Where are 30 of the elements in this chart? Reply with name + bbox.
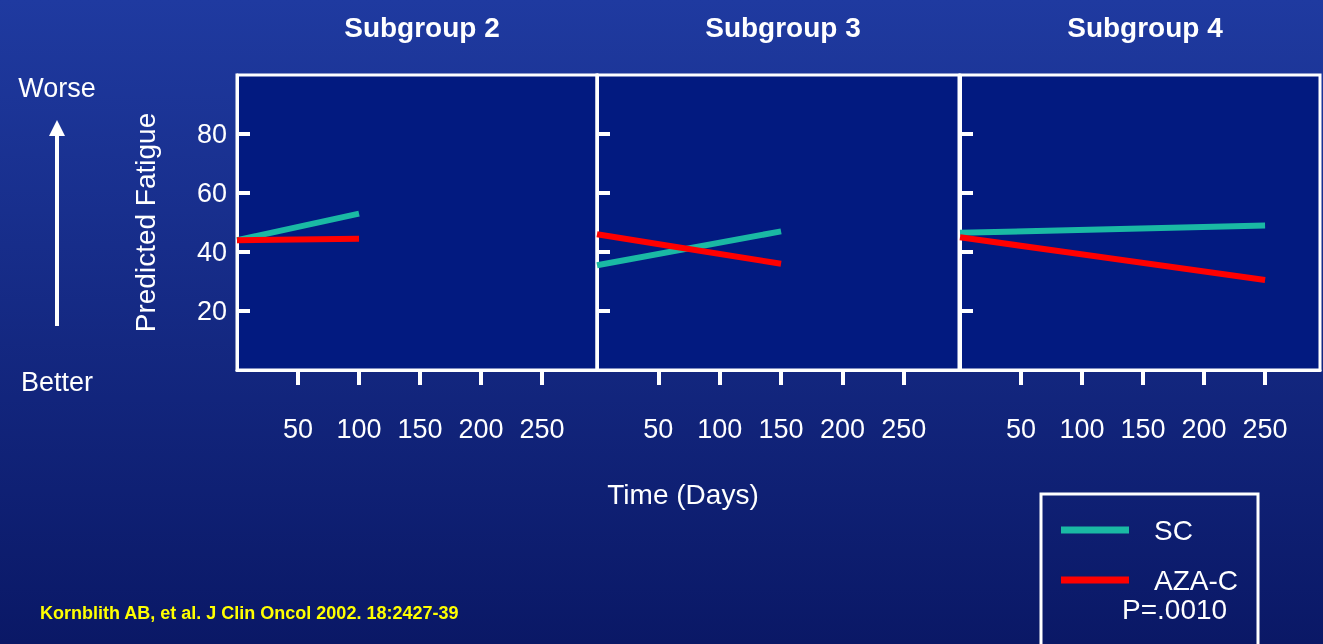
text: P=.0010	[1122, 593, 1228, 625]
x-tick-label: 150	[397, 413, 443, 444]
x-tick-label: 50	[643, 413, 674, 444]
x-tick-label: 200	[819, 413, 865, 444]
x-tick-label: 250	[1242, 413, 1288, 444]
x-tick-label: 200	[1181, 413, 1227, 444]
text: Worse	[18, 72, 96, 103]
chart-title: Subgroup 2	[344, 11, 500, 43]
x-tick-label: 100	[336, 413, 382, 444]
y-tick-label: 80	[196, 119, 227, 149]
y-axis-title: Predicted Fatigue	[129, 112, 161, 333]
y-tick-label: 60	[196, 178, 227, 208]
legend-label: AZA-C	[1154, 564, 1238, 596]
x-tick-label: 150	[758, 413, 804, 444]
text: Better	[20, 366, 94, 397]
x-tick-label: 200	[458, 413, 504, 444]
y-tick-label: 40	[196, 237, 227, 267]
x-tick-label: 250	[881, 413, 927, 444]
legend-label: SC	[1154, 514, 1193, 546]
chart-title: Subgroup 4	[1067, 11, 1224, 43]
text: Kornblith AB, et al. J Clin Oncol 2002. 18:2427-39	[40, 603, 459, 623]
x-tick-label: 150	[1120, 413, 1166, 444]
x-tick-label: 100	[697, 413, 743, 444]
y-tick-label: 20	[196, 296, 227, 326]
chart-title: Subgroup 3	[705, 11, 861, 43]
x-tick-label: 50	[1005, 413, 1037, 444]
x-tick-label: 50	[282, 413, 314, 444]
x-tick-label: 100	[1059, 413, 1105, 444]
x-tick-label: 250	[519, 413, 565, 444]
x-axis-title: Time (Days)	[607, 478, 759, 510]
